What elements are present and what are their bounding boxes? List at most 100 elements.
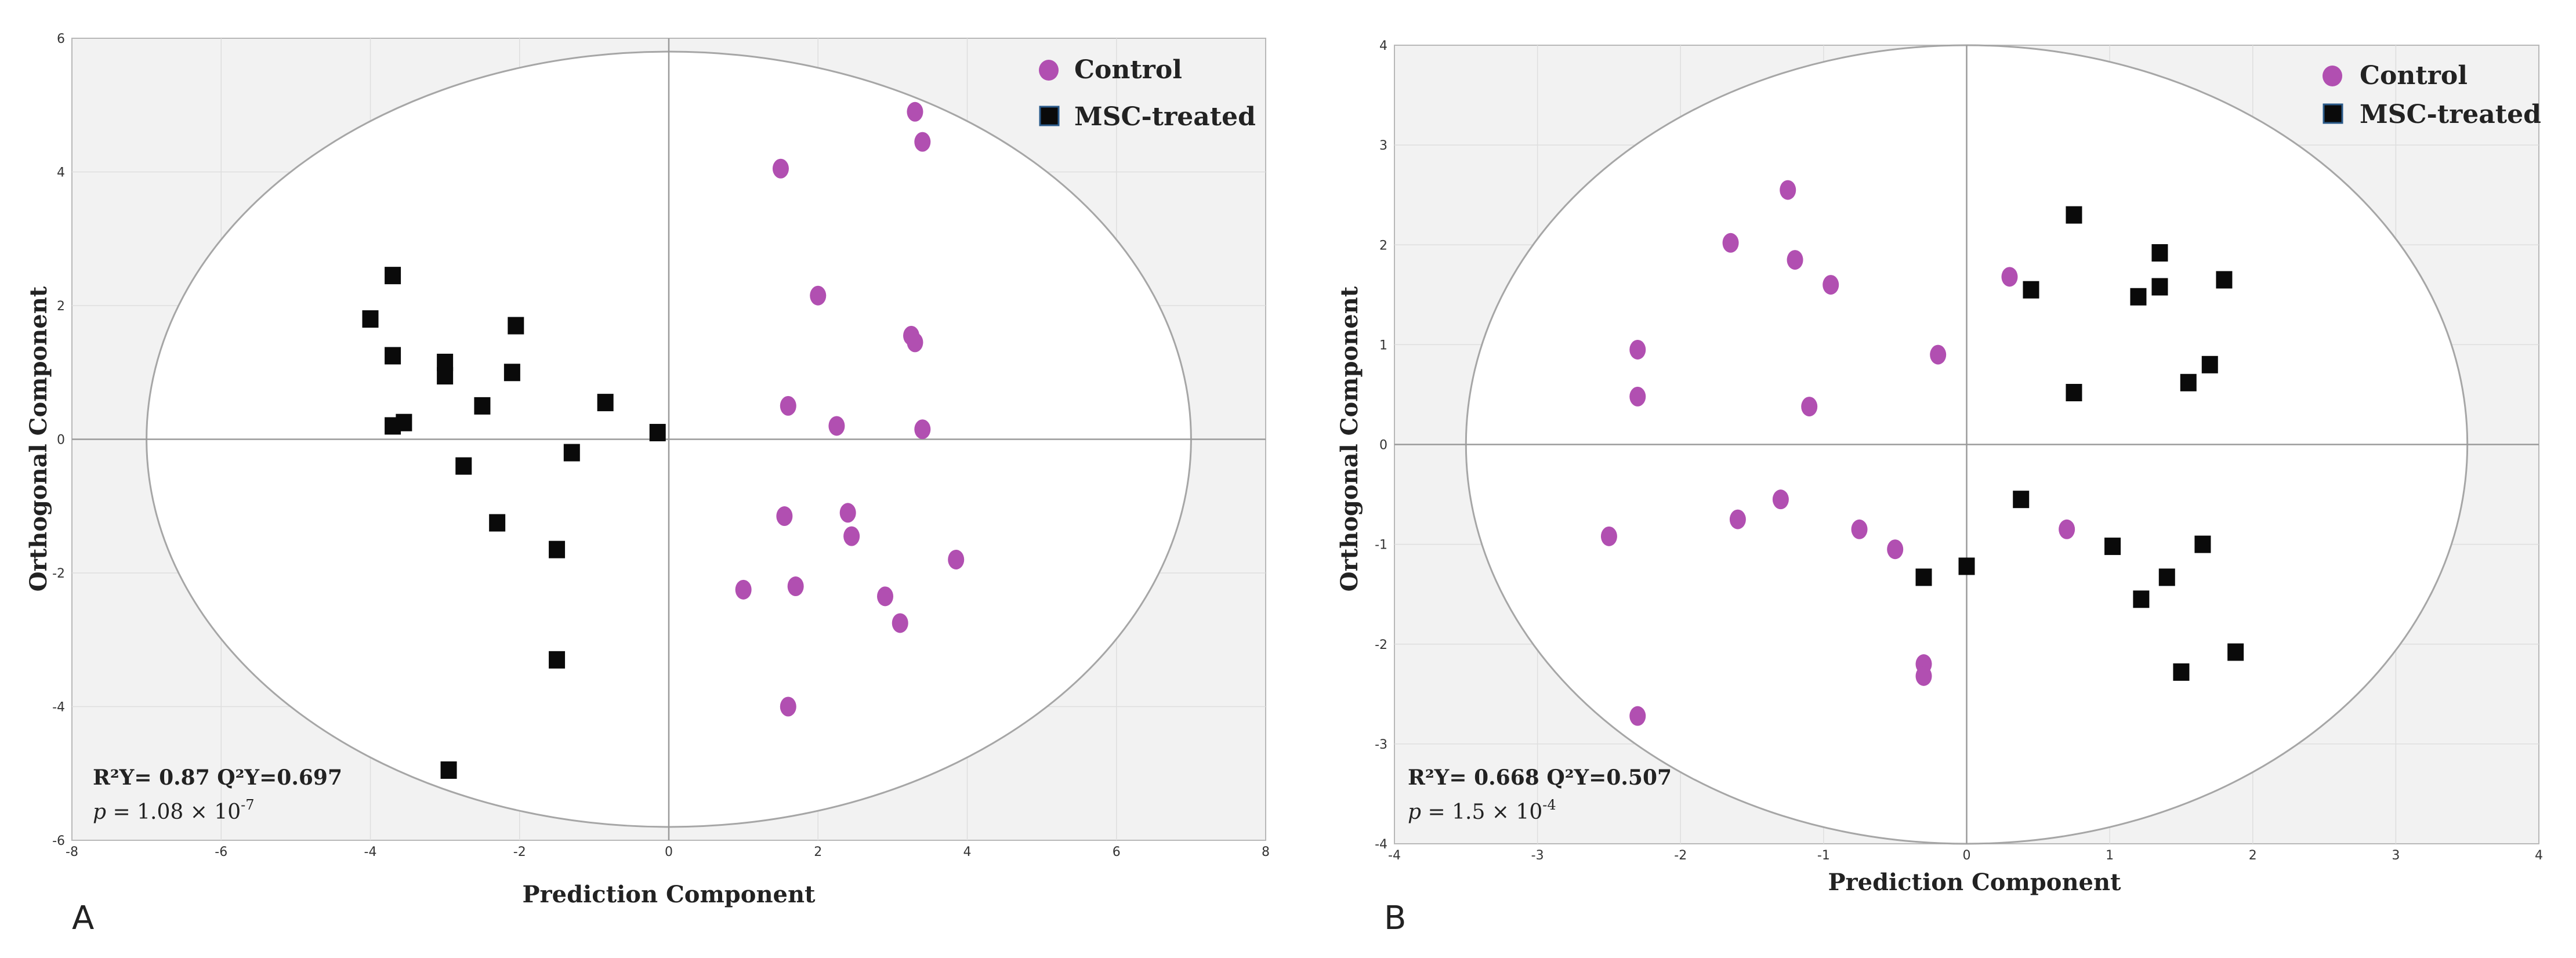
point-control	[780, 395, 796, 416]
point-control	[892, 613, 908, 633]
legend-b: Control MSC-treated	[2323, 61, 2541, 129]
point-control	[1915, 666, 1932, 686]
y-tick-label: 6	[57, 32, 65, 46]
legend-label-control-b: Control	[2360, 61, 2468, 90]
x-axis-label-b: Prediction Component	[1828, 869, 2121, 896]
point-control	[1729, 509, 1746, 529]
y-tick-label: -6	[52, 834, 65, 848]
y-tick-label: -4	[1375, 837, 1387, 852]
data-points-a	[362, 101, 965, 779]
point-msc-treated	[2013, 491, 2030, 509]
point-msc-treated	[563, 444, 580, 462]
y-tick-label: -1	[1375, 538, 1387, 553]
legend-label-control-a: Control	[1074, 55, 1182, 85]
y-tick-label: 3	[1379, 139, 1387, 153]
point-control	[1722, 233, 1739, 253]
x-tick-label: 4	[2535, 848, 2543, 863]
point-control	[780, 696, 796, 717]
y-tick-label: 0	[57, 433, 65, 448]
point-msc-treated	[2130, 288, 2147, 306]
x-tick-label: 4	[963, 845, 972, 859]
point-control	[1887, 539, 1904, 560]
point-control	[2059, 519, 2075, 539]
data-points-b	[1600, 180, 2244, 726]
panel-b: -4 -3 -2 -1 0 1 2 3 4 -4 -3 -2 -1 0 1 2 3 4 Prediction C…	[1336, 39, 2543, 937]
point-msc-treated	[2066, 383, 2082, 401]
x-tick-label: 3	[2392, 848, 2400, 863]
point-control	[2001, 267, 2018, 287]
point-control	[776, 506, 793, 527]
point-msc-treated	[489, 514, 506, 532]
legend-label-msc-treated-b: MSC-treated	[2360, 100, 2541, 129]
point-control	[735, 579, 752, 600]
panel-letter-a: A	[72, 899, 94, 937]
point-msc-treated	[2180, 373, 2197, 391]
x-tick-labels-a: -8 -6 -4 -2 0 2 4 6 8	[66, 845, 1270, 859]
point-msc-treated	[362, 310, 379, 328]
point-msc-treated	[2201, 355, 2218, 373]
x-tick-label: -1	[1817, 848, 1830, 863]
point-msc-treated	[437, 367, 454, 385]
point-control	[914, 419, 931, 440]
point-msc-treated	[549, 540, 566, 558]
point-control	[907, 101, 923, 122]
x-axis-label-a: Prediction Component	[522, 881, 816, 908]
point-msc-treated	[2216, 271, 2233, 289]
legend-marker-control-b	[2323, 66, 2342, 86]
point-msc-treated	[2194, 535, 2211, 553]
point-msc-treated	[474, 397, 491, 415]
point-msc-treated	[2066, 206, 2082, 224]
legend-a: Control MSC-treated	[1039, 55, 1256, 132]
x-tick-label: 1	[2106, 848, 2114, 863]
model-stats-a: R²Y= 0.87 Q²Y=0.697	[93, 765, 342, 790]
zero-axes-b	[1394, 45, 2539, 844]
x-tick-label: 2	[2249, 848, 2257, 863]
y-tick-label: 2	[57, 299, 65, 314]
point-control	[1780, 180, 1796, 200]
point-control	[1823, 275, 1839, 295]
point-msc-treated	[597, 394, 614, 412]
x-tick-label: 0	[1963, 848, 1971, 863]
y-axis-label-b: Orthogonal Component	[1336, 286, 1363, 592]
point-msc-treated	[649, 423, 666, 441]
point-msc-treated	[2151, 244, 2168, 262]
point-msc-treated	[385, 267, 401, 285]
y-tick-labels-a: -6 -4 -2 0 2 4 6	[52, 32, 65, 848]
point-msc-treated	[2151, 278, 2168, 296]
x-tick-labels-b: -4 -3 -2 -1 0 1 2 3 4	[1388, 848, 2543, 863]
y-axis-label-a: Orthogonal Component	[25, 286, 52, 592]
point-control	[948, 549, 965, 569]
point-control	[1787, 250, 1803, 270]
legend-marker-msc-treated-b	[2323, 103, 2343, 124]
point-control	[787, 576, 804, 597]
point-control	[877, 586, 894, 607]
x-tick-label: 2	[814, 845, 822, 859]
legend-label-msc-treated-a: MSC-treated	[1074, 102, 1256, 132]
point-control	[1629, 386, 1646, 407]
x-tick-label: -8	[66, 845, 78, 859]
point-control	[907, 332, 923, 353]
x-tick-label: 0	[665, 845, 673, 859]
point-control	[810, 285, 827, 306]
point-msc-treated	[440, 761, 457, 779]
point-control	[772, 158, 789, 179]
point-msc-treated	[2104, 538, 2121, 556]
point-control	[1772, 489, 1789, 510]
p-value-a: p = 1.08 × 10-7	[93, 797, 255, 824]
x-tick-label: -4	[364, 845, 377, 859]
model-stats-b: R²Y= 0.668 Q²Y=0.507	[1408, 765, 1672, 790]
x-tick-label: 6	[1113, 845, 1121, 859]
point-msc-treated	[2227, 643, 2244, 661]
x-tick-label: -2	[1674, 848, 1687, 863]
point-control	[839, 503, 856, 523]
point-control	[828, 416, 845, 436]
point-msc-treated	[2023, 281, 2039, 299]
y-tick-label: 0	[1379, 438, 1387, 453]
point-msc-treated	[508, 317, 524, 335]
x-tick-label: -4	[1388, 848, 1401, 863]
point-control	[843, 526, 860, 546]
zero-axes-a	[72, 38, 1266, 840]
p-value-b: p = 1.5 × 10-4	[1408, 797, 1556, 824]
